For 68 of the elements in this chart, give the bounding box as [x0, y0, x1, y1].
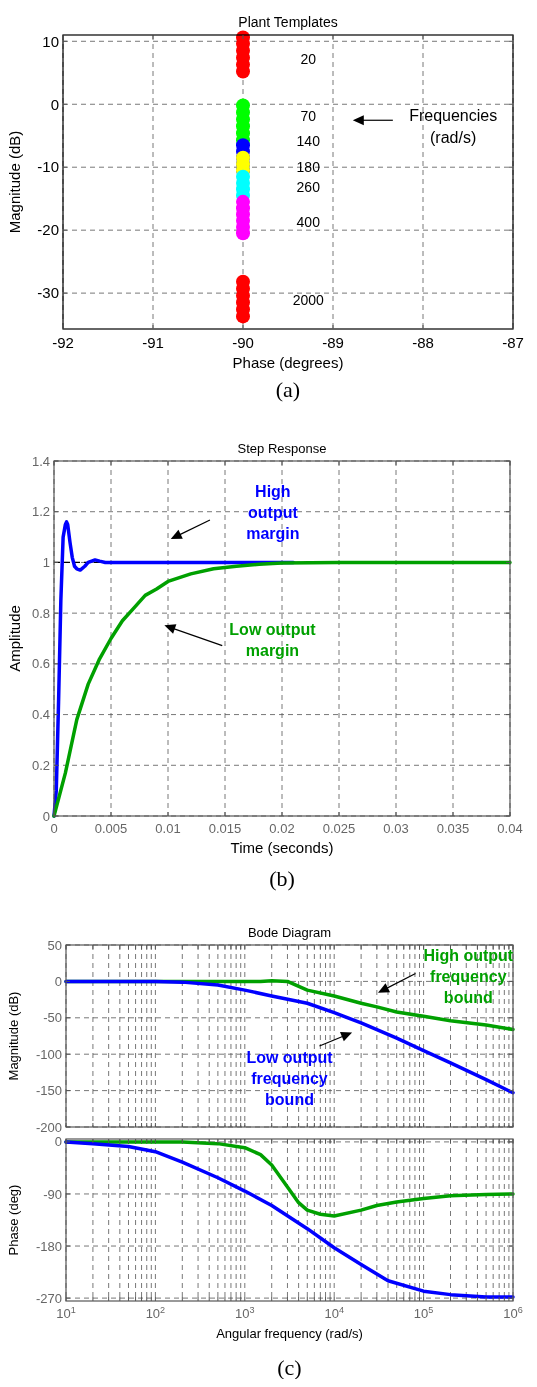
- text: 260: [296, 179, 321, 196]
- x-tick-label: 10$^{5}$: [413, 1305, 434, 1321]
- chart-title: Step Response: [237, 441, 327, 456]
- x-tick-label: -89: [322, 334, 344, 351]
- x-axis-title: Time (seconds): [230, 839, 334, 856]
- text: 70: [300, 107, 317, 124]
- y-tick-label: 0: [42, 808, 50, 824]
- x-tick-label: 0.035: [436, 821, 470, 836]
- chart-title: Bode Diagram: [247, 925, 332, 940]
- text: (c): [277, 1355, 302, 1380]
- x-tick-label: -87: [502, 334, 524, 351]
- chart-title: Plant Templates: [238, 14, 338, 30]
- y-axis-title: Magnitude (dB): [6, 130, 23, 234]
- y-tick-label: -270: [35, 1290, 62, 1306]
- y-tick-label: 0: [50, 95, 59, 113]
- x-axis-title: Phase (degrees): [232, 354, 344, 371]
- x-tick-label: 0.015: [208, 821, 242, 836]
- x-tick-label: -92: [52, 334, 74, 351]
- y-axis-title: Magnitude (dB): [6, 991, 21, 1081]
- y-tick-label: 0: [54, 1134, 62, 1150]
- text: Low output frequency bound: [246, 1049, 334, 1109]
- text: Low output margin: [229, 620, 317, 659]
- y-tick-label: 0.6: [31, 656, 50, 672]
- y-tick-label: -180: [35, 1238, 62, 1254]
- x-tick-label: 10$^{1}$: [56, 1305, 76, 1321]
- y-tick-label: -30: [37, 284, 59, 302]
- y-tick-label: -10: [37, 158, 59, 176]
- y-tick-label: 0.8: [31, 605, 50, 621]
- y-tick-label: 0: [54, 973, 62, 989]
- x-tick-label: 10$^{6}$: [503, 1305, 523, 1321]
- series-label: High output frequency bound: [423, 947, 514, 1007]
- text: 2000: [292, 292, 325, 309]
- x-tick-label: 0.025: [322, 821, 356, 836]
- y-tick-label: 1.2: [31, 504, 50, 520]
- text: 20: [300, 51, 317, 68]
- y-tick-label: -20: [37, 221, 59, 239]
- y-tick-label: -100: [35, 1046, 62, 1062]
- text: (b): [269, 866, 295, 891]
- series-label: High output margin: [246, 482, 300, 542]
- y-tick-label: -200: [35, 1119, 62, 1135]
- x-tick-label: -91: [142, 334, 164, 351]
- y-tick-label: -50: [43, 1010, 62, 1026]
- text: 400: [296, 213, 321, 230]
- text: (a): [275, 377, 301, 402]
- x-tick-label: 0.04: [497, 821, 523, 836]
- x-tick-label: 0.03: [383, 821, 409, 836]
- text: 140: [296, 133, 321, 150]
- y-tick-label: 1: [42, 554, 50, 570]
- x-tick-label: -88: [412, 334, 434, 351]
- y-tick-label: -150: [35, 1083, 62, 1099]
- y-tick-label: 0.4: [31, 707, 50, 723]
- x-tick-label: 0.005: [94, 821, 128, 836]
- y-tick-label: -90: [43, 1186, 62, 1202]
- text: 180: [296, 159, 321, 176]
- x-tick-label: 0.02: [269, 821, 295, 836]
- y-axis-title: Phase (deg): [6, 1184, 21, 1256]
- y-tick-label: 10: [42, 32, 59, 50]
- y-tick-label: 50: [47, 937, 62, 953]
- x-tick-label: -90: [232, 334, 254, 351]
- y-axis-title: Amplitude: [6, 605, 23, 672]
- annotation: Frequencies (rad/s): [409, 106, 498, 146]
- x-tick-label: 10$^{3}$: [235, 1305, 255, 1321]
- y-tick-label: 1.4: [31, 453, 50, 469]
- x-tick-label: 10$^{2}$: [145, 1305, 166, 1321]
- x-tick-label: 10$^{4}$: [324, 1305, 344, 1321]
- x-tick-label: 0.01: [155, 821, 181, 836]
- x-axis-title: Angular frequency (rad/s): [216, 1326, 363, 1341]
- y-tick-label: 0.2: [31, 757, 50, 773]
